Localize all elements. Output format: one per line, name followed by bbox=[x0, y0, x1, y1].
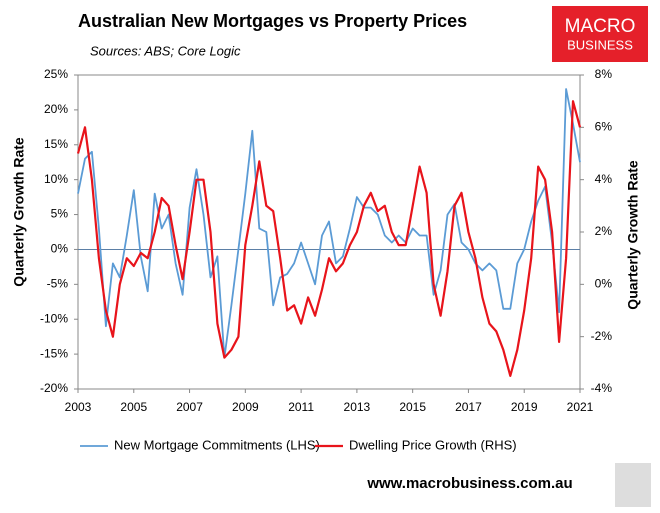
y-tick-label: 15% bbox=[44, 137, 68, 151]
logo-text: BUSINESS bbox=[567, 37, 633, 52]
y2-tick-label: 0% bbox=[595, 277, 613, 291]
y-tick-label: -10% bbox=[40, 311, 68, 325]
x-tick-label: 2015 bbox=[399, 400, 426, 414]
wolf-icon bbox=[615, 463, 651, 507]
y-tick-label: -15% bbox=[40, 346, 68, 360]
x-tick-label: 2011 bbox=[288, 400, 314, 414]
chart-subtitle: Sources: ABS; Core Logic bbox=[90, 43, 241, 58]
y2-tick-label: -2% bbox=[591, 329, 613, 343]
data-line bbox=[76, 100, 582, 377]
y-tick-label: 5% bbox=[51, 207, 69, 221]
data-line bbox=[77, 88, 581, 359]
x-tick-label: 2007 bbox=[176, 400, 203, 414]
y-axis-label: Quarterly Growth Rate bbox=[11, 137, 27, 287]
y-tick-label: 10% bbox=[44, 172, 68, 186]
y-tick-label: 0% bbox=[51, 242, 69, 256]
y-tick-label: 20% bbox=[44, 102, 68, 116]
y2-tick-label: 2% bbox=[595, 224, 613, 238]
footer-url: www.macrobusiness.com.au bbox=[366, 475, 572, 492]
y2-tick-label: 8% bbox=[595, 67, 613, 81]
y2-axis-label: Quarterly Growth Rate bbox=[625, 160, 641, 310]
x-tick-label: 2005 bbox=[120, 400, 147, 414]
y-tick-label: -20% bbox=[40, 381, 68, 395]
legend-label: Dwelling Price Growth (RHS) bbox=[349, 437, 517, 452]
legend-label: New Mortgage Commitments (LHS) bbox=[114, 437, 320, 452]
y2-tick-label: 4% bbox=[595, 172, 613, 186]
chart-title: Australian New Mortgages vs Property Pri… bbox=[78, 11, 467, 31]
x-tick-label: 2009 bbox=[232, 400, 259, 414]
x-tick-label: 2017 bbox=[455, 400, 482, 414]
y-tick-label: 25% bbox=[44, 67, 68, 81]
x-tick-label: 2019 bbox=[511, 400, 538, 414]
x-tick-label: 2003 bbox=[65, 400, 92, 414]
x-tick-label: 2021 bbox=[567, 400, 594, 414]
y-tick-label: -5% bbox=[47, 277, 69, 291]
y2-tick-label: 6% bbox=[595, 120, 613, 134]
logo-text: MACRO bbox=[565, 16, 636, 37]
logo-box bbox=[552, 6, 648, 62]
x-tick-label: 2013 bbox=[344, 400, 371, 414]
y2-tick-label: -4% bbox=[591, 381, 613, 395]
